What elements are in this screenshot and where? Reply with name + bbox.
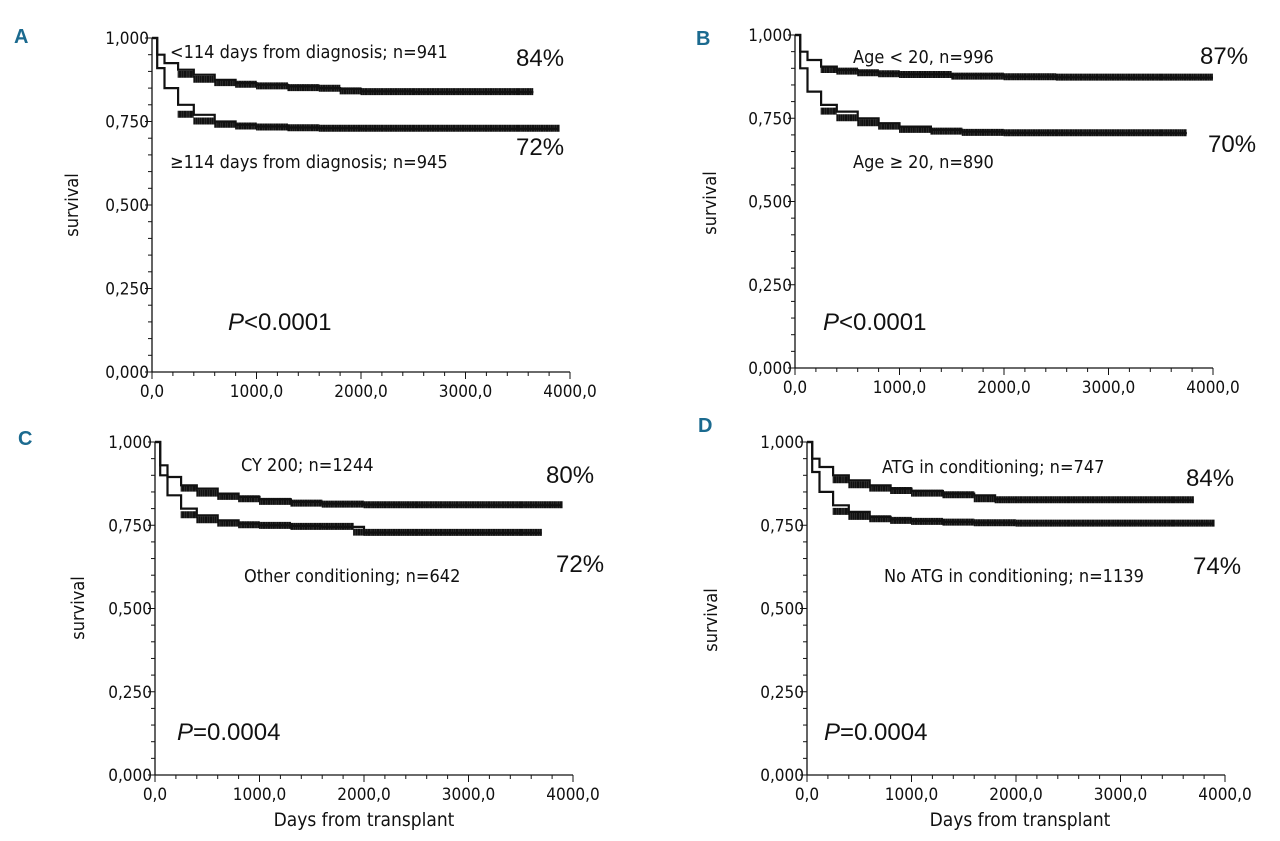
- series-percent-1: 87%: [1200, 43, 1248, 70]
- censor-marks-2: [832, 507, 1215, 527]
- x-tick-label: 3000,0: [442, 785, 496, 805]
- x-tick-label: 4000,0: [546, 785, 600, 805]
- x-tick-label: 2000,0: [989, 785, 1043, 805]
- x-tick-label: 2000,0: [334, 382, 388, 402]
- y-tick-label: 0,000: [760, 766, 804, 786]
- y-tick-label: 0,250: [108, 683, 152, 703]
- panel-label: B: [696, 28, 710, 50]
- censor-marks-1: [832, 476, 1194, 504]
- y-tick-label: 0,750: [748, 109, 792, 129]
- x-tick-label: 1000,0: [885, 785, 939, 805]
- x-tick-label: 0,0: [795, 785, 819, 805]
- censor-marks-1: [820, 66, 1213, 81]
- series-percent-1: 84%: [1186, 465, 1234, 492]
- series-percent-2: 70%: [1208, 131, 1256, 158]
- series-label-2: ≥114 days from diagnosis; n=945: [170, 152, 448, 173]
- x-tick-label: 2000,0: [977, 378, 1031, 398]
- panel-c: C 0,000 0,250 0,500 0,750 1,000 0,0 1000,0 2000,…: [18, 428, 604, 831]
- censor-marks-2: [177, 110, 560, 132]
- x-tick-label: 3000,0: [439, 382, 493, 402]
- panel-a: A 0,000 0,250 0,500 0,750 1,000 0,0 1000,0 2000,…: [14, 26, 597, 402]
- y-tick-label: 0,750: [105, 113, 149, 133]
- series-percent-2: 74%: [1193, 553, 1241, 580]
- survival-curve-2: [807, 440, 1215, 525]
- p-symbol: P: [228, 309, 244, 336]
- x-tick-label: 1000,0: [873, 378, 927, 398]
- y-tick-label: 0,750: [108, 516, 152, 536]
- y-tick-label: 1,000: [108, 433, 152, 453]
- x-tick-label: 0,0: [140, 382, 164, 402]
- p-symbol: P: [177, 719, 193, 746]
- series-percent-2: 72%: [516, 134, 564, 161]
- x-tick-label: 0,0: [143, 785, 167, 805]
- p-value-text: <0.0001: [244, 309, 331, 336]
- series-label-1: ATG in conditioning; n=747: [882, 457, 1104, 478]
- y-axis-title: survival: [701, 588, 722, 651]
- series-percent-2: 72%: [556, 551, 604, 578]
- y-tick-label: 0,500: [748, 193, 792, 213]
- x-axis-title: Days from transplant: [930, 809, 1111, 831]
- panel-label: D: [698, 415, 712, 437]
- p-value: P<0.0001: [823, 309, 926, 336]
- panel-b: B 0,000 0,250 0,500 0,750 1,000 0,0 1000,0 2000,…: [696, 26, 1256, 398]
- x-axis-title: Days from transplant: [274, 809, 455, 831]
- x-tick-label: 4000,0: [1198, 785, 1252, 805]
- y-tick-label: 0,000: [108, 766, 152, 786]
- y-tick-label: 0,500: [105, 196, 149, 216]
- censor-marks-2: [820, 107, 1187, 137]
- series-label-1: Age < 20, n=996: [853, 47, 994, 68]
- x-tick-label: 3000,0: [1094, 785, 1148, 805]
- x-tick-label: 1000,0: [233, 785, 287, 805]
- series-label-2: No ATG in conditioning; n=1139: [884, 566, 1144, 587]
- panel-d: D 0,000 0,250 0,500 0,750 1,000 0,0 1000,0 2000,…: [698, 415, 1252, 831]
- y-tick-label: 0,250: [748, 276, 792, 296]
- y-axis-title: survival: [62, 173, 83, 236]
- series-label-1: CY 200; n=1244: [241, 455, 374, 476]
- series-label-2: Age ≥ 20, n=890: [853, 152, 994, 173]
- y-tick-label: 1,000: [105, 29, 149, 49]
- censor-marks-1: [180, 484, 563, 509]
- y-tick-label: 0,500: [108, 600, 152, 620]
- y-tick-label: 1,000: [748, 26, 792, 46]
- p-value-text: =0.0004: [193, 719, 280, 746]
- censor-marks-2: [180, 511, 542, 536]
- x-tick-label: 4000,0: [543, 382, 597, 402]
- p-value-text: <0.0001: [839, 309, 926, 336]
- panel-label: A: [14, 26, 28, 48]
- p-value: P=0.0004: [177, 719, 280, 746]
- series-label-2: Other conditioning; n=642: [244, 566, 460, 587]
- x-tick-label: 4000,0: [1186, 378, 1240, 398]
- series-percent-1: 80%: [546, 462, 594, 489]
- y-tick-label: 0,000: [748, 359, 792, 379]
- y-axis-title: survival: [68, 576, 89, 639]
- p-value: P=0.0004: [824, 719, 927, 746]
- y-tick-label: 1,000: [760, 433, 804, 453]
- y-tick-label: 0,000: [105, 363, 149, 383]
- x-tick-label: 3000,0: [1082, 378, 1136, 398]
- y-tick-label: 0,500: [760, 600, 804, 620]
- y-axis-title: survival: [700, 171, 721, 234]
- censor-marks-1: [177, 70, 534, 96]
- series-percent-1: 84%: [516, 45, 564, 72]
- x-tick-label: 1000,0: [230, 382, 284, 402]
- x-tick-label: 2000,0: [337, 785, 391, 805]
- p-value: P<0.0001: [228, 309, 331, 336]
- panel-label: C: [18, 428, 32, 450]
- y-tick-label: 0,250: [760, 683, 804, 703]
- series-label-1: <114 days from diagnosis; n=941: [170, 42, 448, 63]
- x-tick-label: 0,0: [783, 378, 807, 398]
- y-tick-label: 0,750: [760, 516, 804, 536]
- y-tick-label: 0,250: [105, 280, 149, 300]
- p-value-text: =0.0004: [840, 719, 927, 746]
- p-symbol: P: [823, 309, 839, 336]
- p-symbol: P: [824, 719, 840, 746]
